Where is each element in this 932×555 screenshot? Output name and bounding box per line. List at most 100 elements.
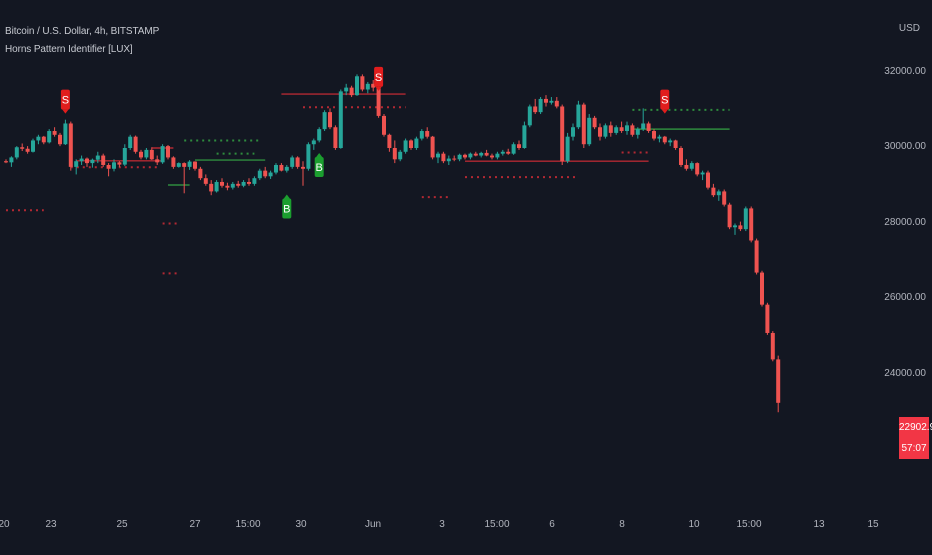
candle-body	[144, 149, 149, 158]
candle-body	[355, 76, 359, 96]
candle-body	[576, 104, 581, 128]
sell-signal-pointer	[375, 86, 382, 91]
candle-body	[592, 117, 597, 128]
candle-body	[527, 106, 532, 126]
candle-body	[112, 162, 116, 169]
candle-body	[544, 98, 548, 103]
x-tick-label: 6	[549, 519, 555, 530]
candle-body	[619, 127, 624, 132]
buy-signal-label: B	[283, 204, 290, 216]
candle-body	[538, 98, 543, 113]
candle-body	[549, 100, 554, 103]
candle-body	[689, 163, 694, 169]
candle-body	[4, 161, 8, 163]
candle-body	[139, 151, 143, 158]
candle-body	[247, 181, 251, 184]
candle-body	[198, 168, 203, 179]
buy-signal-box	[282, 198, 292, 219]
candle-body	[490, 155, 494, 158]
candle-body	[241, 181, 246, 186]
last-price: 22902.92	[899, 422, 932, 433]
candle-body	[36, 136, 41, 141]
sell-signal-label: S	[62, 95, 69, 107]
x-tick-label: 20	[0, 519, 10, 530]
candle-body	[52, 131, 57, 135]
candle-body	[760, 272, 764, 305]
candle-body	[392, 148, 397, 160]
candle-body	[257, 170, 262, 179]
x-tick-label: 15:00	[484, 519, 510, 530]
candle-body	[236, 183, 241, 186]
x-tick-label: Jun	[364, 519, 382, 530]
candle-body	[652, 131, 656, 139]
candle-body	[495, 153, 500, 158]
candle-body	[47, 131, 52, 143]
candle-body	[274, 164, 278, 173]
candle-body	[63, 123, 68, 145]
candle-body	[419, 131, 424, 139]
candle-body	[587, 117, 592, 145]
candle-body	[225, 185, 230, 188]
sell-signal-box	[60, 89, 70, 110]
candle-body	[166, 146, 170, 158]
candle-body	[322, 112, 327, 130]
x-tick-label: 27	[189, 519, 201, 530]
candle-body	[403, 140, 408, 152]
candle-body	[468, 153, 473, 158]
candle-body	[446, 158, 451, 162]
candle-body	[117, 162, 122, 165]
candle-body	[684, 164, 689, 169]
candle-body	[311, 140, 316, 145]
candle-body	[646, 123, 651, 132]
candle-body	[776, 359, 781, 403]
y-tick-label: 24000.00	[884, 367, 926, 379]
candle-body	[284, 166, 289, 171]
candle-body	[571, 127, 575, 137]
candle-body	[506, 151, 511, 154]
candle-body	[414, 138, 419, 148]
candle-body	[187, 161, 192, 167]
candle-body	[614, 127, 619, 133]
candle-body	[68, 123, 73, 167]
candle-body	[668, 140, 673, 143]
x-tick-label: 3	[439, 519, 445, 530]
candle-body	[630, 125, 635, 135]
candle-body	[603, 125, 608, 137]
candle-body	[716, 191, 721, 196]
candle-body	[328, 112, 332, 128]
candle-body	[679, 148, 683, 165]
candle-body	[9, 157, 14, 163]
candle-body	[430, 136, 435, 158]
sell-signal-label: S	[661, 95, 668, 107]
y-tick-label: 30000.00	[884, 141, 926, 152]
candle-body	[209, 183, 214, 192]
x-tick-label: 15:00	[235, 519, 261, 530]
candle-body	[101, 155, 106, 165]
candle-body	[700, 172, 705, 175]
candle-body	[155, 159, 160, 163]
candle-body	[25, 148, 30, 152]
candle-body	[230, 183, 235, 188]
candle-body	[58, 134, 62, 145]
candle-body	[770, 332, 775, 360]
x-tick-label: 30	[295, 519, 307, 530]
candle-body	[85, 158, 89, 164]
candle-body	[441, 153, 446, 162]
candle-body	[301, 166, 305, 169]
currency-label: USD	[898, 23, 920, 34]
candle-body	[263, 170, 268, 177]
candle-body	[182, 163, 187, 167]
candle-body	[360, 76, 365, 90]
candle-body	[425, 131, 430, 137]
candle-body	[193, 161, 197, 169]
candle-body	[511, 144, 516, 154]
candle-body	[220, 181, 224, 186]
x-tick-label: 23	[45, 519, 57, 530]
candle-body	[171, 157, 176, 167]
candle-body	[625, 125, 629, 132]
candle-body	[581, 104, 586, 145]
y-tick-label: 26000.00	[884, 292, 926, 303]
candle-body	[560, 106, 565, 162]
